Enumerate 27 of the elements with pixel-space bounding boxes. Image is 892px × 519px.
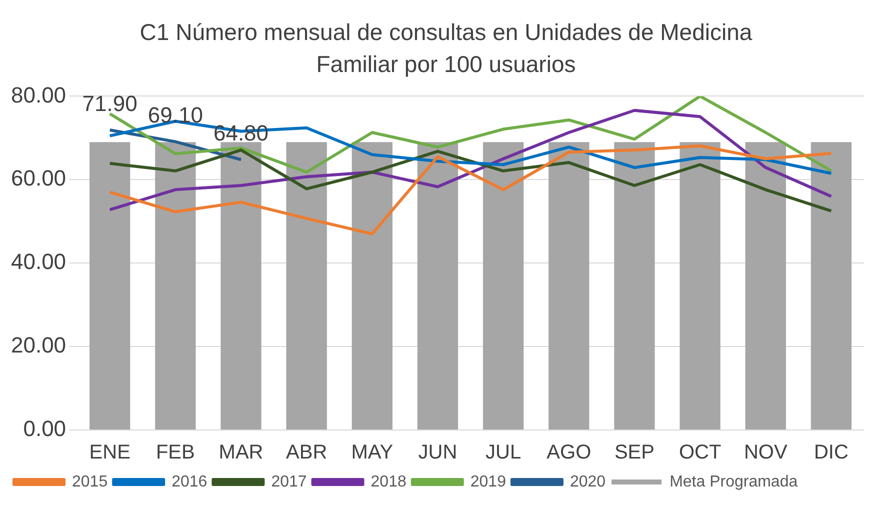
x-tick-label: OCT <box>678 442 722 464</box>
x-tick-label: ABR <box>286 442 328 464</box>
legend-label: 2018 <box>370 473 406 490</box>
x-tick-label: AGO <box>546 442 592 464</box>
x-tick-label: JUN <box>418 442 458 464</box>
y-tick-label: 60.00 <box>10 166 66 191</box>
data-label: 71.90 <box>82 91 138 116</box>
legend-label: 2020 <box>570 473 606 490</box>
y-tick-label: 80.00 <box>10 82 66 108</box>
y-tick-label: 20.00 <box>10 332 66 358</box>
x-tick-label: DIC <box>814 442 848 464</box>
x-tick-label: ENE <box>89 442 130 464</box>
x-tick-label: MAR <box>218 442 264 464</box>
legend-label: 2017 <box>271 473 307 490</box>
x-tick-label: FEB <box>156 442 195 464</box>
legend-label: Meta Programada <box>670 473 798 490</box>
x-tick-label: MAY <box>351 442 394 464</box>
legend-label: 2016 <box>172 473 208 490</box>
legend-label: 2015 <box>72 473 108 490</box>
data-label: 69.10 <box>148 102 203 128</box>
legend-label: 2019 <box>470 473 506 490</box>
y-tick-label: 40.00 <box>10 249 66 274</box>
chart-title: C1 Número mensual de consultas en Unidades de Medicina Familiar por 100 usuarios <box>138 18 754 79</box>
x-tick-label: JUL <box>486 442 522 464</box>
y-tick-label: 0.00 <box>23 416 66 442</box>
x-tick-label: SEP <box>614 442 654 464</box>
x-tick-label: NOV <box>744 442 788 464</box>
